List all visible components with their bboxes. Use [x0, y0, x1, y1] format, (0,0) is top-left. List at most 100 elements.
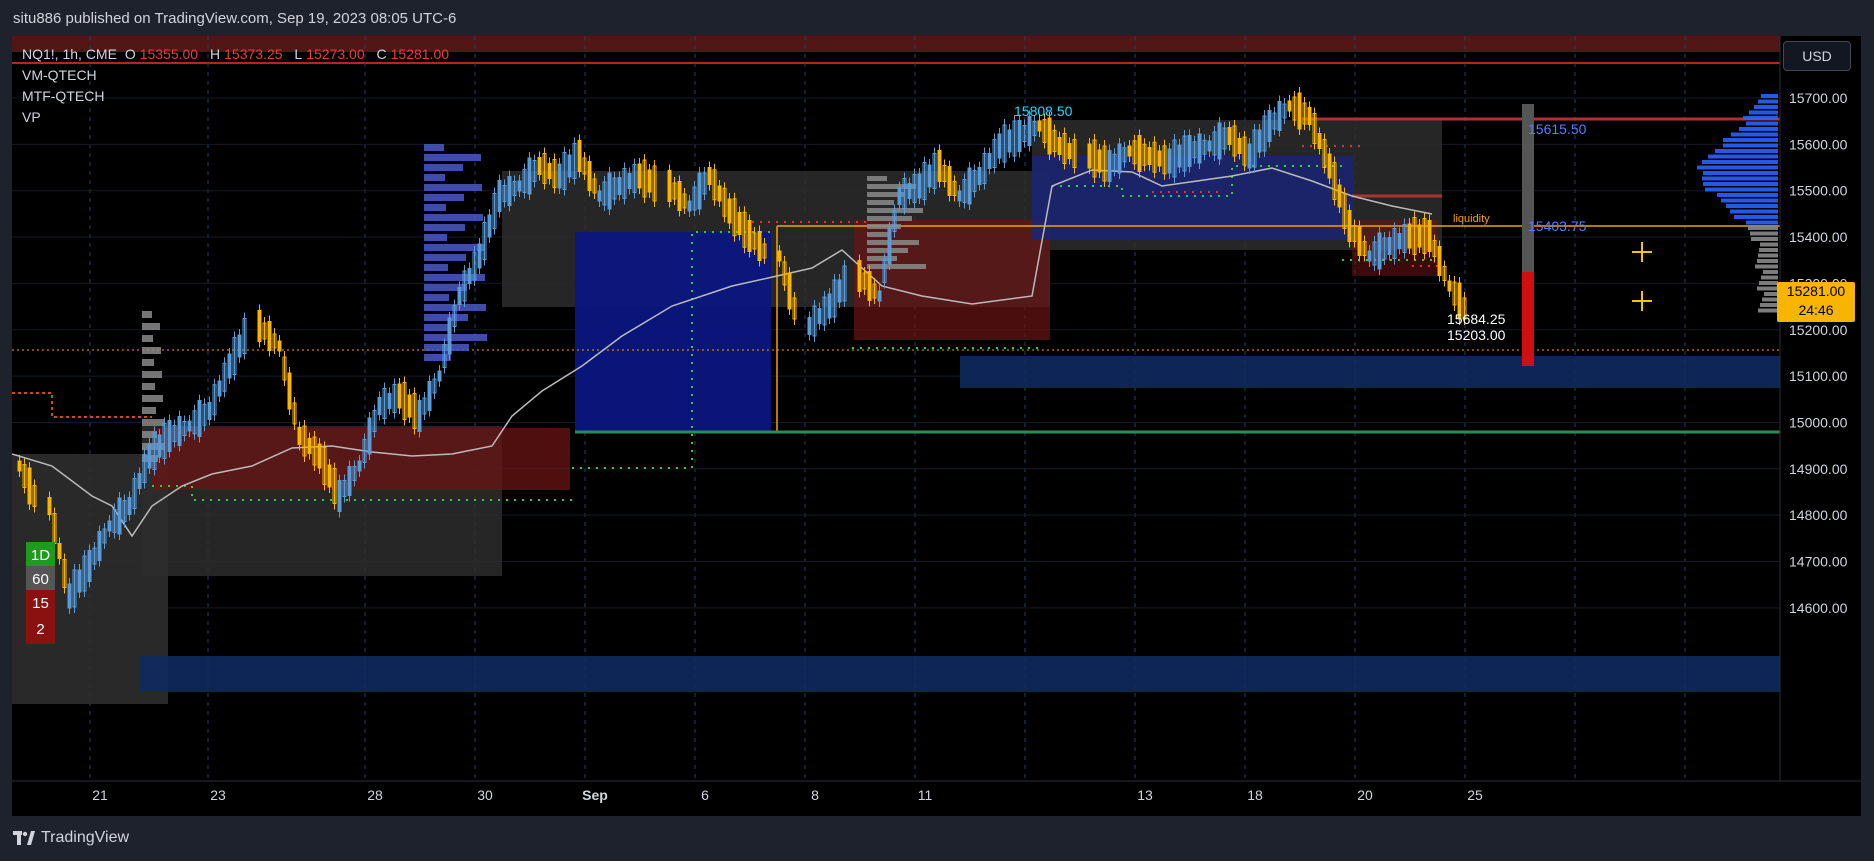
candle — [962, 179, 967, 203]
candle — [62, 559, 67, 588]
vp-row — [424, 264, 448, 271]
candle — [837, 279, 842, 303]
candle — [1392, 228, 1397, 259]
vp-row — [867, 200, 894, 205]
vp-row — [424, 354, 451, 361]
time-tick: 11 — [918, 787, 933, 803]
candle — [1007, 129, 1012, 153]
candle — [382, 388, 387, 419]
price-tick: 14700.00 — [1789, 554, 1848, 570]
candle — [977, 167, 982, 185]
candle — [472, 251, 477, 281]
candle — [907, 183, 912, 199]
candle — [212, 384, 217, 416]
vp-row — [424, 194, 464, 201]
candle — [237, 334, 242, 358]
vp-row — [1749, 110, 1778, 115]
vp-row — [424, 274, 485, 281]
candle — [982, 153, 987, 184]
candle — [517, 180, 522, 192]
candle — [257, 310, 262, 342]
indicator-vm-qtech[interactable]: VM-QTECH — [22, 67, 97, 83]
candle — [217, 380, 222, 397]
candle — [1132, 140, 1137, 165]
candle — [82, 555, 87, 592]
candle — [1342, 193, 1347, 229]
vp-row — [1761, 94, 1778, 98]
candle — [557, 163, 562, 189]
vp-row — [424, 284, 467, 291]
vp-row — [1757, 286, 1778, 291]
time-tick: 30 — [477, 787, 493, 803]
candle — [912, 174, 917, 203]
tradingview-logo-icon — [13, 831, 35, 845]
chart-canvas[interactable]: 15700.0015600.0015500.0015400.0015300.00… — [12, 36, 1861, 816]
candle — [1062, 133, 1067, 164]
candle — [112, 509, 117, 533]
candle — [512, 181, 517, 196]
vp-row — [1730, 209, 1778, 214]
candle — [1292, 96, 1297, 121]
timeframe-15[interactable]: 15 — [26, 590, 55, 618]
candle — [452, 305, 457, 327]
candle — [597, 190, 602, 202]
timeframe-2[interactable]: 2 — [26, 616, 55, 644]
timeframe-1d[interactable]: 1D — [26, 542, 55, 570]
candle — [1157, 150, 1162, 167]
candle — [22, 464, 27, 488]
vp-row — [424, 184, 482, 191]
ohlc-high: H 15373.25 — [210, 46, 283, 62]
candle — [1022, 125, 1027, 142]
candle — [857, 260, 862, 292]
candle — [862, 272, 867, 290]
candle — [782, 261, 787, 286]
vp-row — [424, 294, 449, 301]
time-tick: 25 — [1467, 787, 1483, 803]
candle — [1272, 112, 1277, 130]
candle — [1112, 153, 1117, 171]
vp-row — [424, 174, 445, 181]
candle — [97, 531, 102, 561]
candle — [17, 460, 22, 472]
timeframe-60[interactable]: 60 — [26, 566, 55, 594]
tradingview-logo[interactable]: TradingView — [13, 829, 129, 847]
candle — [752, 232, 757, 250]
indicator-mtf-qtech[interactable]: MTF-QTECH — [22, 88, 105, 104]
crosshair-markers — [1632, 242, 1652, 311]
vp-row — [424, 164, 463, 171]
candle — [502, 185, 507, 202]
indicator-vp[interactable]: VP — [22, 109, 41, 125]
candle — [462, 270, 467, 302]
candle — [707, 167, 712, 185]
candle — [497, 180, 502, 212]
candle — [162, 423, 167, 459]
candle — [1172, 139, 1177, 178]
candle — [177, 416, 182, 446]
vp-row — [867, 224, 901, 229]
vp-row — [424, 154, 481, 161]
vp-row — [1762, 297, 1778, 302]
candle — [352, 466, 357, 481]
currency-button[interactable]: USD — [1783, 41, 1851, 71]
candle — [1142, 143, 1147, 166]
candle — [1102, 145, 1107, 182]
candle — [127, 497, 132, 515]
candle — [1387, 237, 1392, 255]
vp-row — [1754, 105, 1778, 109]
candle — [677, 181, 682, 211]
candle — [1192, 141, 1197, 159]
candle — [932, 153, 937, 189]
candle — [822, 296, 827, 326]
chart-area[interactable]: 15700.0015600.0015500.0015400.0015300.00… — [12, 36, 1861, 816]
vp-row — [142, 395, 163, 402]
candle — [1107, 150, 1112, 182]
vp-row — [1760, 242, 1778, 247]
candle — [447, 317, 452, 355]
candle — [357, 460, 362, 472]
candle — [1222, 127, 1227, 150]
symbol-name: NQ1!, 1h, CME — [22, 46, 117, 62]
candle — [1242, 136, 1247, 166]
candle — [887, 227, 892, 265]
time-tick: 20 — [1357, 787, 1373, 803]
candle — [1067, 143, 1072, 159]
